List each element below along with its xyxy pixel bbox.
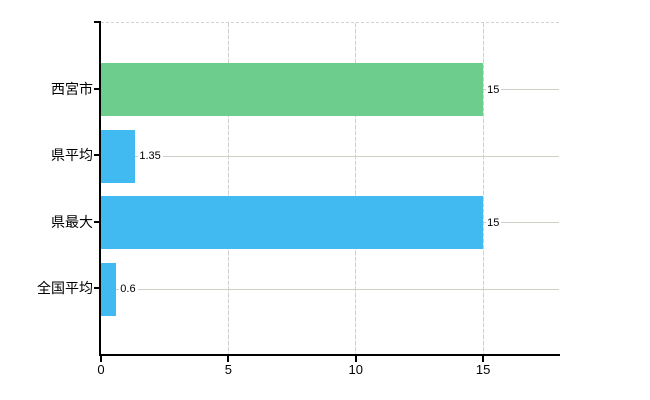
- y-axis-tick: [94, 287, 101, 290]
- category-label-県最大: 県最大: [51, 213, 93, 230]
- y-axis-line: [99, 21, 101, 356]
- x-axis-line: [99, 354, 560, 356]
- y-axis-tick: [94, 220, 101, 223]
- bar-西宮市[interactable]: [101, 63, 484, 117]
- vertical-gridline: [227, 23, 229, 355]
- x-axis-tick: [100, 356, 102, 362]
- plot-area: 15 1.35 15 0.6: [101, 22, 559, 355]
- horizontal-gridline: [101, 288, 559, 290]
- x-axis-tick: [354, 356, 357, 362]
- x-tick-label: 10: [348, 362, 363, 377]
- bar-value-label: 1.35: [138, 149, 163, 164]
- x-tick-label: 15: [475, 362, 491, 377]
- y-axis-tick: [94, 87, 101, 90]
- bar-value-label: 15: [486, 215, 502, 230]
- x-tick-label: 5: [224, 362, 232, 377]
- y-axis-tick: [94, 154, 101, 157]
- vertical-gridline: [355, 23, 357, 355]
- category-label-西宮市: 西宮市: [51, 80, 93, 97]
- category-label-全国平均: 全国平均: [37, 280, 93, 297]
- vertical-gridline: [482, 23, 484, 355]
- bar-全国平均[interactable]: [101, 262, 117, 316]
- category-label-県平均: 県平均: [51, 147, 93, 164]
- bar-県平均[interactable]: [101, 129, 136, 183]
- horizontal-gridline: [101, 155, 559, 157]
- x-axis-tick: [227, 356, 230, 362]
- y-axis-top-tick: [94, 21, 101, 23]
- x-axis-tick: [482, 356, 485, 362]
- bar-value-label: 0.6: [119, 282, 138, 297]
- x-tick-label: 0: [97, 362, 105, 377]
- bar-value-label: 15: [486, 82, 502, 97]
- bar-県最大[interactable]: [101, 196, 484, 250]
